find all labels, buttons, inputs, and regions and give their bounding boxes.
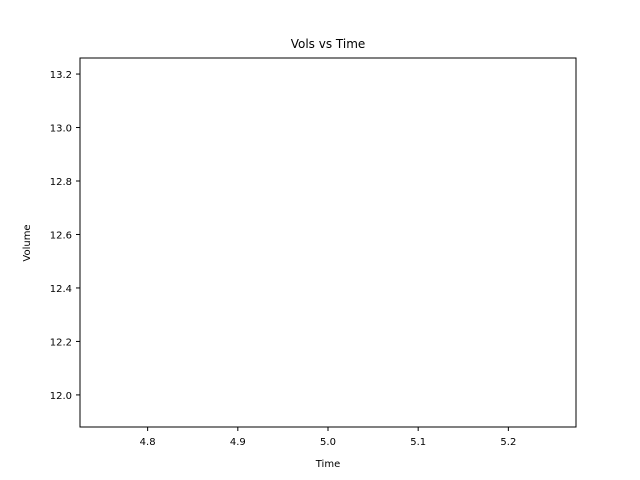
x-tick-label: 5.2: [500, 437, 516, 448]
y-tick-label: 13.0: [50, 124, 72, 135]
y-tick-label: 12.0: [50, 391, 72, 402]
x-tick-label: 4.8: [140, 437, 156, 448]
x-tick-label: 5.0: [320, 437, 336, 448]
x-tick-label: 4.9: [230, 437, 246, 448]
y-tick-label: 12.8: [50, 177, 72, 188]
y-axis: 12.0 12.2 12.4 12.6 12.8 13.0 13.2: [50, 70, 80, 402]
x-axis-label: Time: [315, 459, 340, 470]
x-tick-label: 5.1: [410, 437, 426, 448]
y-tick-label: 12.6: [50, 230, 72, 241]
plot-area-frame: [79, 57, 577, 428]
chart-title: Vols vs Time: [291, 37, 366, 51]
y-tick-label: 12.2: [50, 337, 72, 348]
y-axis-label: Volume: [22, 224, 33, 261]
y-tick-label: 13.2: [50, 70, 72, 81]
x-axis: 4.8 4.9 5.0 5.1 5.2: [140, 427, 516, 448]
y-tick-label: 12.4: [50, 284, 72, 295]
